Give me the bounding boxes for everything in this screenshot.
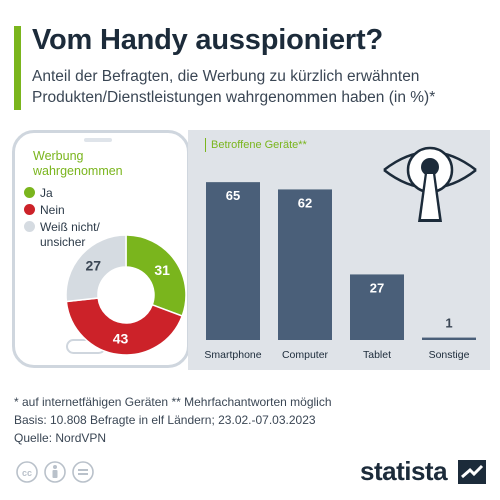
chart-title: Vom Handy ausspioniert? bbox=[32, 24, 383, 56]
bar-value-label-4: 1 bbox=[445, 316, 452, 331]
bar-value-label-3: 27 bbox=[370, 280, 384, 295]
person-icon bbox=[44, 461, 66, 483]
legend-dot-ja bbox=[24, 187, 35, 198]
eye-keyhole-icon bbox=[383, 146, 477, 222]
cc-icon: cc bbox=[16, 461, 38, 483]
donut-legend-title: Werbung wahrgenommen bbox=[33, 149, 123, 178]
donut-slice-3 bbox=[65, 234, 127, 303]
donut-value-label-3: 27 bbox=[85, 258, 101, 274]
legend-label-unsure: Weiß nicht/ unsicher bbox=[40, 220, 100, 249]
bar-category-label-2: Computer bbox=[282, 349, 329, 361]
equals-icon bbox=[72, 461, 94, 483]
legend-dot-nein bbox=[24, 204, 35, 215]
chart-subtitle: Anteil der Befragten, die Werbung zu kür… bbox=[32, 68, 436, 106]
phone-speaker bbox=[84, 138, 112, 142]
license-icons: cc bbox=[16, 461, 94, 483]
svg-text:cc: cc bbox=[22, 468, 32, 478]
bar-category-label-3: Tablet bbox=[363, 349, 391, 361]
bar-3 bbox=[350, 274, 404, 340]
donut-value-label-2: 43 bbox=[113, 331, 129, 347]
bar-2 bbox=[278, 189, 332, 340]
accent-bar bbox=[14, 26, 21, 110]
bar-value-label-1: 65 bbox=[226, 188, 240, 203]
donut-value-label-1: 31 bbox=[154, 262, 170, 278]
footnote-asterisks: * auf internetfähigen Geräten ** Mehrfac… bbox=[14, 395, 332, 409]
bar-4 bbox=[422, 337, 476, 340]
footnote-basis: Basis: 10.808 Befragte in elf Ländern; 2… bbox=[14, 413, 316, 427]
bar-chart: 65 Smartphone 62 Computer 27 Tablet 1 Sonstige bbox=[204, 182, 476, 361]
bar-category-label-1: Smartphone bbox=[204, 349, 261, 361]
legend-label-nein: Nein bbox=[40, 203, 65, 217]
bar-category-label-4: Sonstige bbox=[429, 349, 470, 361]
donut-slice-1 bbox=[125, 234, 187, 317]
statista-wordmark: statista bbox=[360, 456, 448, 486]
statista-logo-icon bbox=[458, 460, 486, 484]
legend-label-ja: Ja bbox=[40, 186, 53, 200]
bar-1 bbox=[206, 182, 260, 340]
bar-chart-title: Betroffene Geräte** bbox=[205, 138, 307, 152]
legend-dot-unsure bbox=[24, 221, 35, 232]
bar-value-label-2: 62 bbox=[298, 195, 312, 210]
donut-chart: 31 43 27 bbox=[65, 234, 187, 356]
footnote-source: Quelle: NordVPN bbox=[14, 431, 107, 445]
donut-slice-2 bbox=[65, 297, 184, 356]
